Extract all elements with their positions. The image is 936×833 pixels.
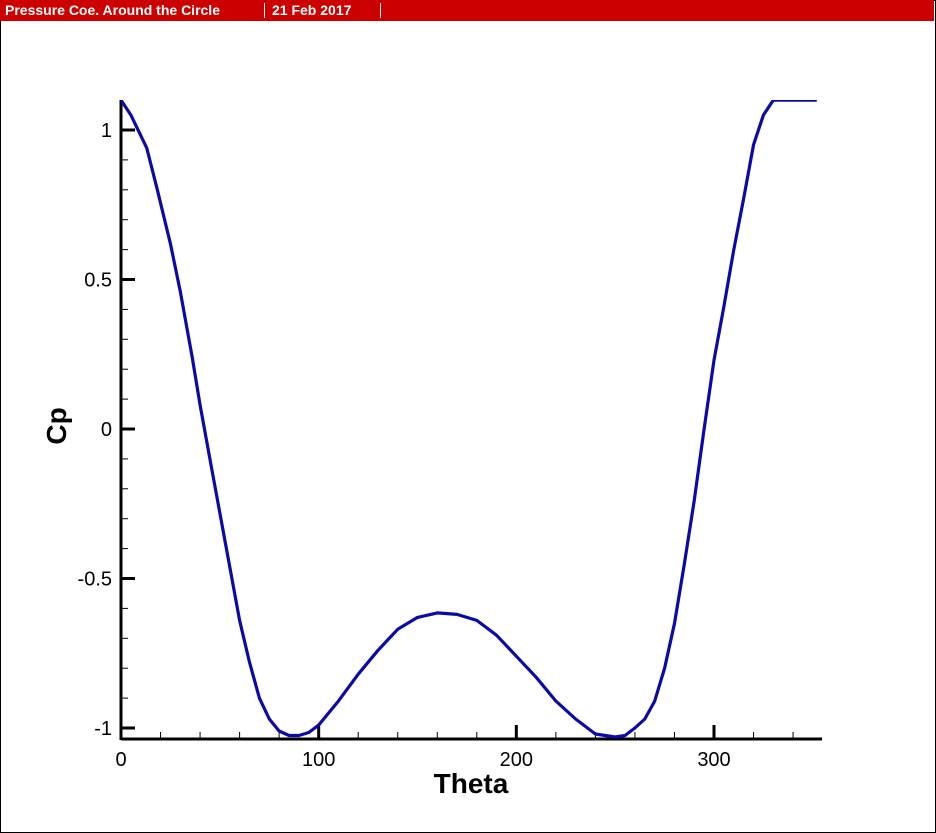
header-separator: [380, 3, 381, 18]
x-tick-label: 100: [302, 749, 335, 771]
x-axis-title: Theta: [434, 768, 509, 799]
y-tick-labels: 1 0.5 0 -0.5 -1: [78, 120, 112, 740]
y-axis-title: Cp: [41, 407, 72, 444]
header-title: Pressure Coe. Around the Circle: [5, 2, 220, 18]
minor-ticks: [121, 159, 794, 739]
major-ticks: [121, 128, 716, 739]
y-tick-label: 1: [101, 120, 112, 142]
x-tick-label: 200: [500, 749, 533, 771]
y-tick-label: -0.5: [78, 569, 112, 591]
y-tick-label: 0: [101, 419, 112, 441]
series-layer: [121, 100, 817, 739]
header-date: 21 Feb 2017: [272, 2, 352, 18]
title-bar: Pressure Coe. Around the Circle 21 Feb 2…: [0, 0, 934, 21]
y-tick-label: 0.5: [84, 270, 112, 292]
y-tick-label: -1: [94, 718, 112, 740]
series-line: [121, 100, 817, 739]
x-tick-label: 0: [115, 749, 126, 771]
x-tick-label: 300: [697, 749, 730, 771]
header-separator: [264, 3, 265, 18]
x-tick-labels: 0 100 200 300: [115, 749, 730, 771]
